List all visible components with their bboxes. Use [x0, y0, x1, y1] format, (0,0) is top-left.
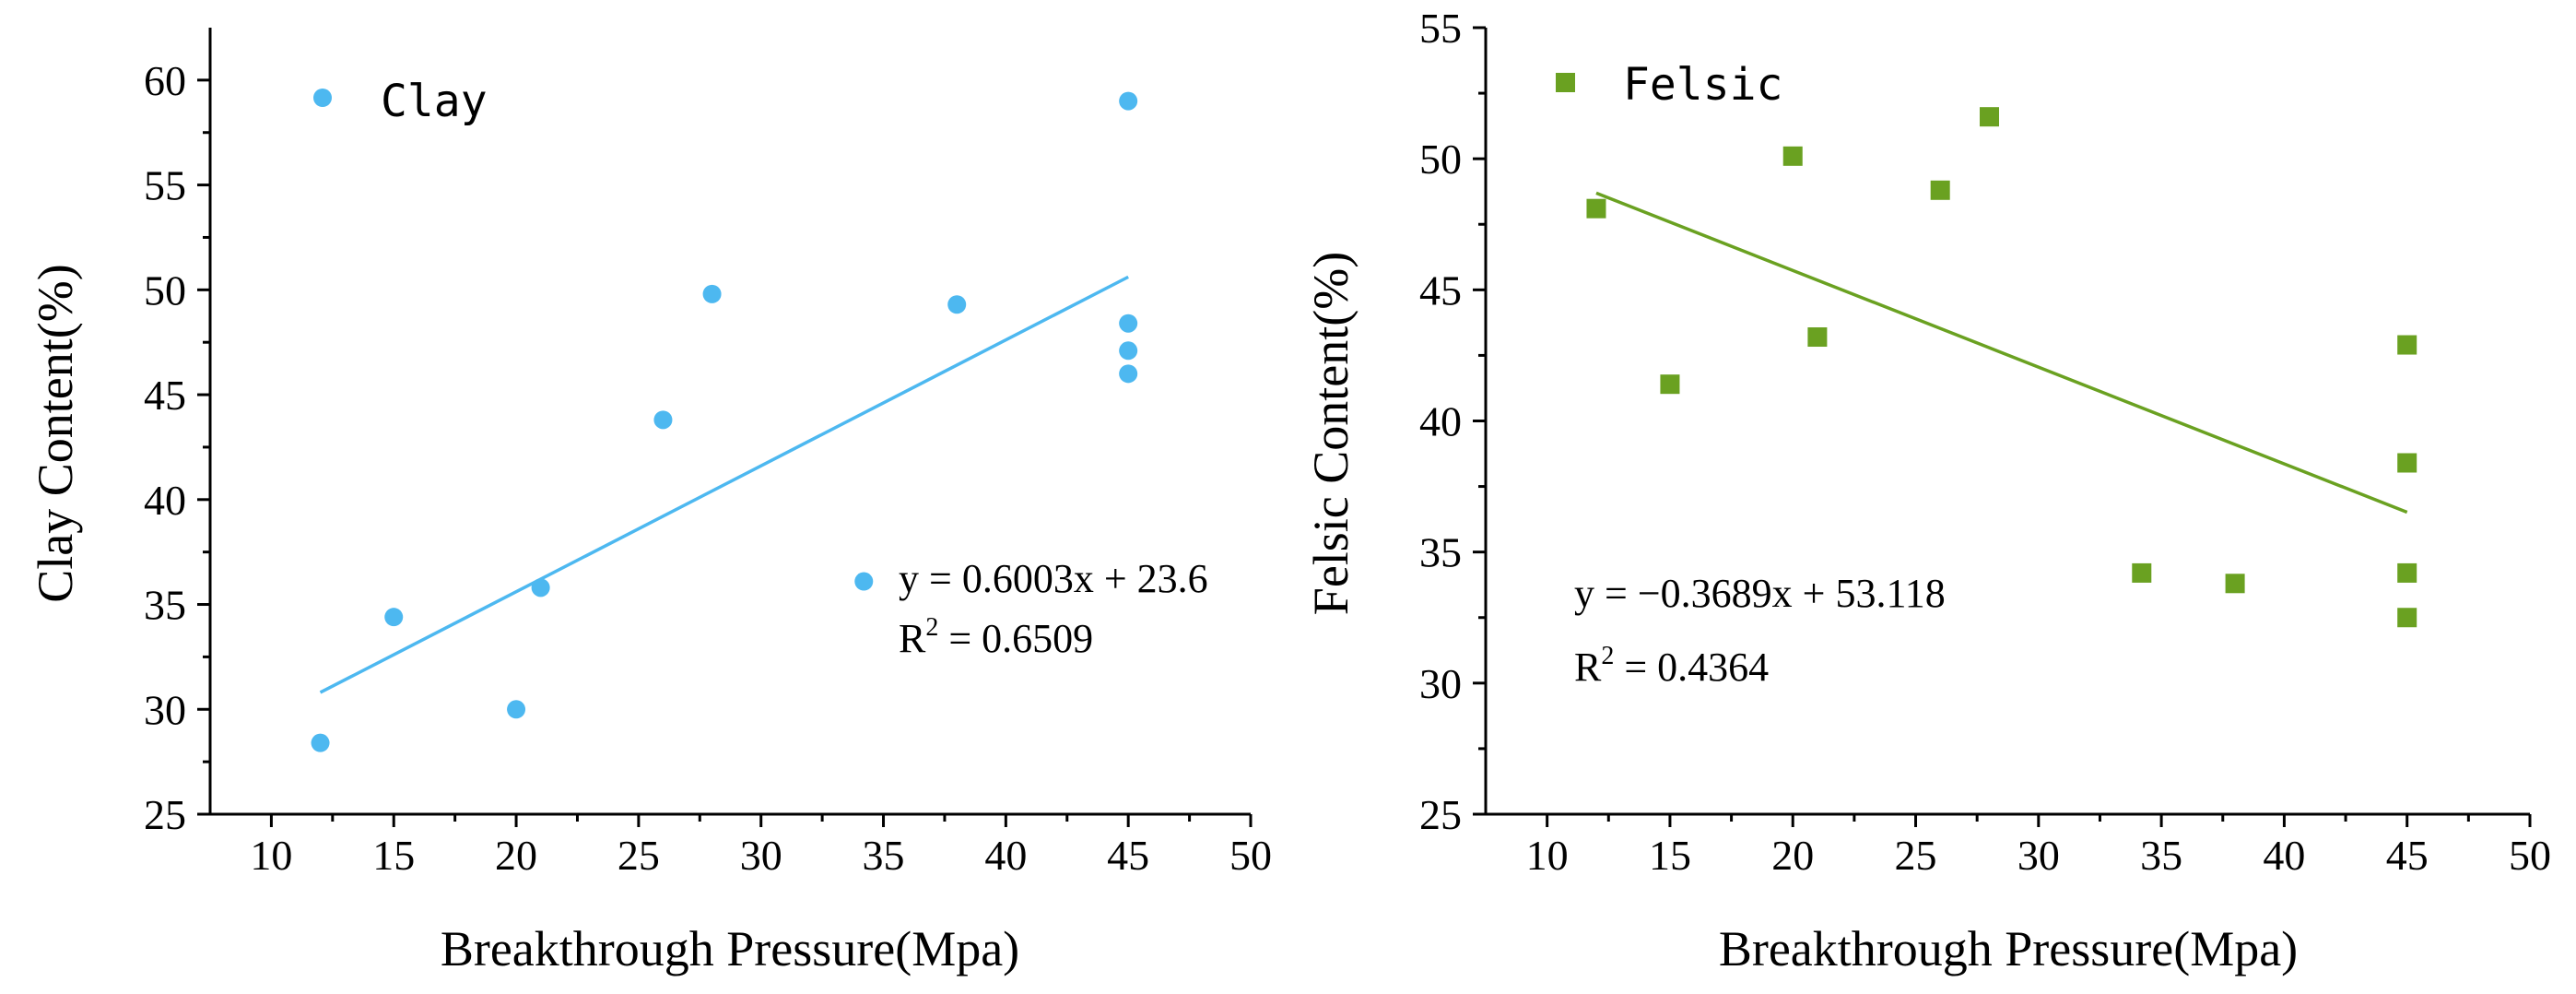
clay-data-point — [947, 295, 967, 314]
felsic-data-point — [1980, 107, 2000, 127]
felsic-data-point — [2225, 574, 2245, 594]
clay-legend-marker — [313, 89, 332, 107]
clay-x-tick-label: 10 — [250, 832, 292, 879]
clay-x-tick-label: 40 — [984, 832, 1027, 879]
felsic-data-point — [1930, 180, 1950, 200]
clay-axes — [208, 28, 1251, 816]
clay-y-axis-title: Clay Content(%) — [28, 264, 83, 602]
felsic-x-tick-label: 50 — [2509, 832, 2551, 879]
felsic-legend: Felsic — [1556, 59, 1782, 111]
felsic-data-point — [2397, 335, 2417, 355]
clay-fit-equation: y = 0.6003x + 23.6 R2 = 0.6509 — [899, 556, 1208, 661]
felsic-x-tick-label: 10 — [1526, 832, 1569, 879]
clay-data-point — [653, 410, 673, 430]
clay-y-tick-label: 45 — [144, 372, 186, 419]
clay-y-tick-label: 50 — [144, 266, 186, 314]
felsic-data-point — [2397, 453, 2417, 473]
clay-data-point — [384, 608, 404, 627]
felsic-x-axis-title: Breakthrough Pressure(Mpa) — [1719, 921, 2298, 976]
clay-legend: Clay — [313, 76, 488, 127]
felsic-y-tick-label: 40 — [1419, 398, 1462, 445]
felsic-y-tick-label: 55 — [1419, 5, 1462, 52]
clay-ticks: 10 15 20 25 30 35 40 45 50 25 30 35 40 45 50 55 60 — [144, 57, 1272, 879]
felsic-y-axis-title: Felsic Content(%) — [1303, 252, 1359, 615]
felsic-x-tick-label: 45 — [2386, 832, 2429, 879]
felsic-data-point — [2397, 608, 2417, 628]
felsic-y-tick-label: 50 — [1419, 136, 1462, 183]
felsic-data-point — [2397, 562, 2417, 583]
clay-equation-text: y = 0.6003x + 23.6 — [899, 556, 1208, 601]
clay-y-tick-label: 25 — [144, 791, 186, 838]
clay-x-tick-label: 45 — [1107, 832, 1149, 879]
felsic-data-point — [2132, 562, 2152, 583]
felsic-fit-line-group — [1595, 191, 2408, 515]
clay-r2-text: R2 = 0.6509 — [899, 613, 1093, 661]
clay-data-point — [531, 578, 550, 598]
felsic-x-tick-label: 25 — [1895, 832, 1937, 879]
clay-x-axis-title: Breakthrough Pressure(Mpa) — [441, 921, 1019, 976]
felsic-r2-text: R2 = 0.4364 — [1574, 642, 1769, 690]
felsic-chart-panel: Felsic Content(%) Breakthrough Pressure(… — [1303, 5, 2551, 976]
felsic-x-tick-label: 40 — [2263, 832, 2305, 879]
clay-data-point — [1119, 314, 1138, 333]
clay-x-tick-label: 50 — [1229, 832, 1272, 879]
clay-x-tick-label: 15 — [372, 832, 415, 879]
felsic-legend-label: Felsic — [1623, 59, 1782, 111]
clay-equation-marker — [854, 572, 874, 591]
felsic-y-tick-label: 45 — [1419, 266, 1462, 314]
felsic-equation-text: y = −0.3689x + 53.118 — [1574, 571, 1946, 616]
felsic-fit-line — [1595, 191, 2408, 515]
clay-data-point — [507, 700, 526, 719]
felsic-x-tick-label: 35 — [2140, 832, 2182, 879]
felsic-x-tick-label: 20 — [1771, 832, 1814, 879]
felsic-x-tick-label: 15 — [1649, 832, 1691, 879]
felsic-data-points — [1586, 107, 2417, 628]
felsic-y-tick-label: 35 — [1419, 529, 1462, 576]
clay-chart-panel: Clay Content(%) Breakthrough Pressure(Mp… — [28, 28, 1272, 976]
clay-data-points — [311, 91, 1138, 752]
clay-y-tick-label: 60 — [144, 57, 186, 104]
felsic-ticks: 10 15 20 25 30 35 40 45 50 25 30 35 40 45 50 55 — [1419, 5, 2551, 879]
felsic-y-tick-label: 25 — [1419, 791, 1462, 838]
clay-fit-line — [319, 275, 1129, 694]
felsic-data-point — [1782, 146, 1803, 166]
felsic-fit-equation: y = −0.3689x + 53.118 R2 = 0.4364 — [1574, 571, 1946, 690]
clay-x-tick-label: 20 — [495, 832, 537, 879]
clay-fit-line-group — [319, 275, 1129, 694]
clay-x-tick-label: 25 — [618, 832, 660, 879]
felsic-y-tick-label: 30 — [1419, 660, 1462, 707]
felsic-data-point — [1586, 198, 1606, 219]
felsic-x-tick-label: 30 — [2017, 832, 2060, 879]
felsic-legend-marker — [1556, 73, 1575, 92]
clay-x-tick-label: 30 — [740, 832, 782, 879]
clay-data-point — [1119, 364, 1138, 384]
clay-data-point — [702, 284, 722, 303]
felsic-axes — [1484, 28, 2530, 816]
clay-y-tick-label: 40 — [144, 477, 186, 524]
clay-data-point — [1119, 91, 1138, 111]
clay-data-point — [311, 733, 330, 752]
clay-y-tick-label: 30 — [144, 686, 186, 733]
felsic-data-point — [1660, 374, 1680, 395]
felsic-data-point — [1807, 327, 1828, 348]
clay-legend-label: Clay — [381, 76, 488, 127]
clay-x-tick-label: 35 — [863, 832, 905, 879]
clay-data-point — [1119, 341, 1138, 361]
clay-y-tick-label: 35 — [144, 582, 186, 629]
clay-y-tick-label: 55 — [144, 162, 186, 209]
